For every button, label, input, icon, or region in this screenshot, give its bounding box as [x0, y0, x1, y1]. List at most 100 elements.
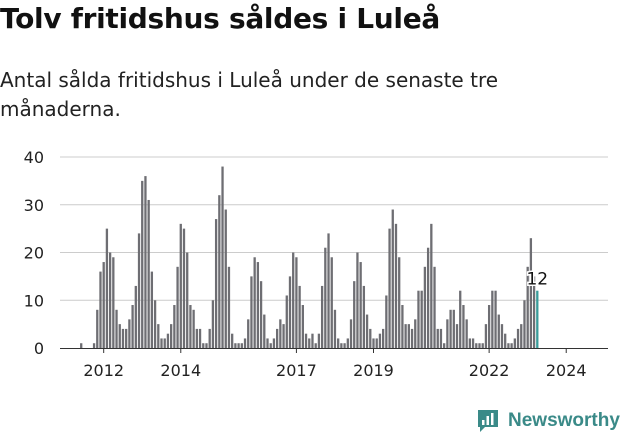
bar: [420, 290, 423, 348]
newsworthy-logo[interactable]: Newsworthy: [476, 408, 620, 434]
bar: [182, 228, 186, 349]
bar: [436, 328, 439, 348]
bar: [462, 305, 465, 348]
bars: [80, 166, 539, 349]
bar: [205, 343, 208, 348]
bar: [500, 324, 504, 349]
y-tick-label: 20: [24, 244, 44, 263]
bar: [218, 195, 221, 348]
bar: [292, 252, 295, 348]
bar: [410, 328, 414, 348]
bar: [401, 305, 404, 348]
bar: [295, 257, 298, 348]
bar: [202, 343, 205, 348]
bar: [365, 314, 369, 348]
bar: [214, 219, 218, 348]
bar: [153, 300, 157, 348]
bar: [134, 285, 137, 348]
bar: [102, 262, 105, 348]
bar: [423, 266, 427, 348]
bar: [510, 343, 513, 348]
bar: [452, 309, 455, 348]
bar: [513, 338, 516, 348]
bar: [92, 343, 96, 348]
bar: [455, 324, 459, 349]
bar: [324, 247, 327, 348]
bar: [465, 319, 468, 348]
bar: [475, 343, 478, 348]
bar: [398, 257, 401, 348]
bar: [150, 271, 154, 348]
bar: [221, 166, 224, 348]
bar: [407, 324, 410, 349]
y-tick-label: 40: [24, 148, 44, 167]
bar: [526, 266, 529, 348]
bar: [311, 333, 314, 348]
bar: [301, 305, 304, 348]
bar: [259, 281, 263, 348]
bar: [504, 333, 507, 348]
bar: [320, 285, 324, 348]
bar: [404, 324, 407, 349]
bar: [359, 262, 362, 348]
bar: [343, 343, 346, 348]
bar: [446, 319, 449, 348]
highlight-bar: [536, 290, 539, 348]
bar: [147, 199, 150, 348]
bar: [179, 223, 182, 348]
bar: [385, 295, 388, 348]
bar: [529, 238, 533, 348]
bar: [507, 343, 510, 348]
bar: [388, 228, 391, 349]
bar: [285, 295, 288, 348]
bar: [333, 309, 337, 348]
bar: [247, 319, 250, 348]
bar: [433, 266, 436, 348]
data-labels: 12: [525, 268, 550, 291]
bar: [240, 343, 243, 348]
y-tick-label: 30: [24, 196, 44, 215]
bar: [378, 333, 382, 348]
bar: [234, 343, 237, 348]
bar: [449, 309, 452, 348]
bar: [192, 309, 195, 348]
x-tick-label: 2019: [353, 361, 394, 380]
bar: [430, 223, 433, 348]
bar: [494, 290, 497, 348]
bar: [166, 333, 170, 348]
bar: [282, 324, 285, 349]
bar: [340, 343, 343, 348]
bar: [471, 338, 475, 348]
bar: [372, 338, 375, 348]
x-axis-ticks: 2012 2014 2017 2019 2022 2024: [83, 348, 587, 380]
bar: [170, 324, 173, 349]
bar: [115, 309, 118, 348]
bar: [112, 257, 115, 348]
bar: [346, 338, 349, 348]
bar: [157, 324, 160, 349]
bar: [237, 343, 240, 348]
bar: [391, 209, 394, 348]
bar: [356, 252, 359, 348]
bar: [426, 247, 430, 348]
bar: [308, 338, 311, 348]
bar: [118, 324, 121, 349]
last-value-label: 12: [526, 270, 548, 290]
bar: [337, 338, 340, 348]
bar: [231, 333, 234, 348]
bar: [250, 276, 253, 349]
bar: [121, 328, 125, 348]
bar: [516, 328, 520, 348]
bar: [227, 266, 231, 348]
bar: [263, 314, 266, 348]
bar: [105, 228, 109, 349]
y-axis-ticks: 0 10 20 30 40: [24, 148, 44, 358]
bar: [369, 328, 372, 348]
y-tick-label: 0: [34, 339, 44, 358]
bar: [381, 328, 385, 348]
bar: [481, 343, 484, 348]
bar: [439, 328, 443, 348]
bar: [317, 333, 321, 348]
bar: [417, 290, 420, 348]
bar: [269, 343, 272, 348]
